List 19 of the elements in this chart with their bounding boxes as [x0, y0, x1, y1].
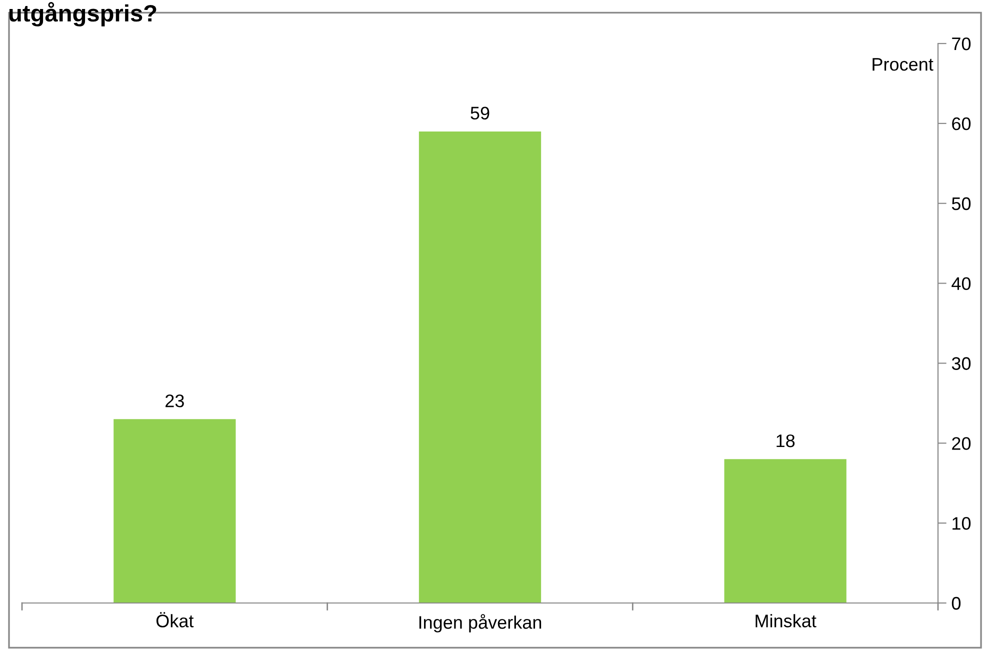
x-tick-label: Ökat [156, 612, 194, 628]
data-label: 59 [470, 106, 490, 120]
y-tick-label: 40 [952, 277, 971, 290]
data-label: 18 [776, 434, 795, 448]
bar [724, 459, 846, 603]
y-tick-label: 50 [952, 197, 971, 210]
y-tick-label: 60 [952, 117, 971, 130]
y-tick-label: 0 [952, 596, 961, 610]
y-axis-title: Procent [872, 58, 934, 71]
y-tick-label: 70 [952, 37, 971, 50]
bar [418, 131, 542, 603]
y-tick-label: 30 [952, 357, 971, 370]
bar [114, 419, 236, 603]
y-tick-label: 10 [952, 517, 971, 530]
y-tick-label: 20 [952, 437, 971, 450]
x-tick-label: Minskat [756, 614, 816, 628]
x-tick-label: Ingen påverkan [419, 614, 542, 632]
chart-title: utgångspris? [9, 2, 156, 26]
data-label: 23 [166, 394, 184, 408]
